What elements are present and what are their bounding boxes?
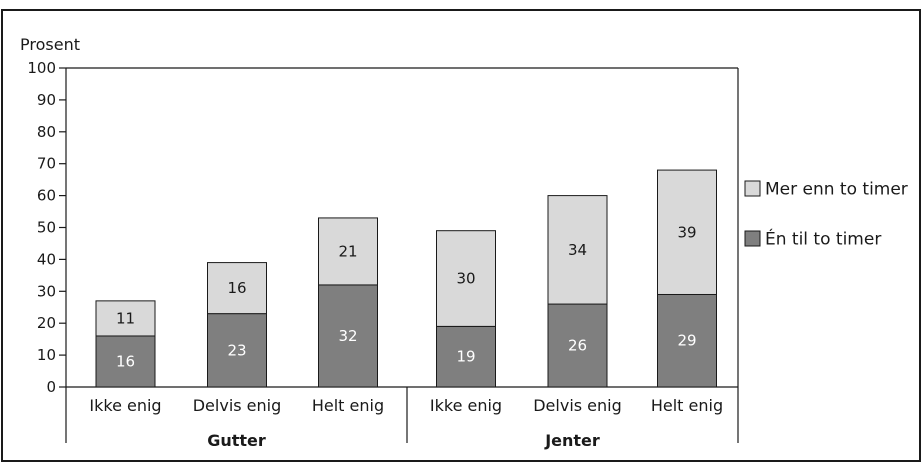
bar-value-label-gutter-helt-enig-en-til-to-timer: 32 [338, 327, 357, 345]
group-label-jenter: Jenter [544, 431, 600, 450]
bar-value-label-jenter-delvis-enig-mer-enn-to-timer: 34 [568, 241, 587, 259]
x-category-label-jenter-ikke-enig: Ikke enig [430, 396, 502, 415]
x-category-label-gutter-helt-enig: Helt enig [312, 396, 384, 415]
bar-segment-jenter-helt-enig-mer-enn-to-timer [657, 169, 717, 295]
bar-segment-jenter-delvis-enig-mer-enn-to-timer [547, 195, 608, 305]
y-tick-label-70: 70 [37, 155, 56, 173]
bar-segment-jenter-helt-enig-en-til-to-timer [657, 293, 717, 388]
y-tick-label-0: 0 [46, 378, 56, 396]
y-tick-label-20: 20 [37, 314, 56, 332]
y-tick-label-80: 80 [37, 123, 56, 141]
group-label-gutter: Gutter [207, 431, 266, 450]
bar-segment-jenter-ikke-enig-en-til-to-timer [436, 325, 496, 388]
bar-value-label-jenter-delvis-enig-en-til-to-timer: 26 [568, 337, 587, 355]
bar-value-label-gutter-ikke-enig-mer-enn-to-timer: 11 [116, 309, 135, 327]
bar-segment-jenter-delvis-enig-en-til-to-timer [547, 303, 608, 388]
bar-value-label-gutter-helt-enig-mer-enn-to-timer: 21 [338, 242, 357, 260]
y-axis-label: Prosent [20, 35, 80, 54]
y-tick-label-90: 90 [37, 91, 56, 109]
bar-value-label-gutter-delvis-enig-mer-enn-to-timer: 16 [227, 279, 246, 297]
bar-segment-gutter-helt-enig-en-til-to-timer [318, 284, 378, 388]
bar-value-label-jenter-ikke-enig-mer-enn-to-timer: 30 [456, 270, 475, 288]
y-tick-label-10: 10 [37, 346, 56, 364]
legend-item-en-til-to-timer: Én til to timer [744, 228, 881, 250]
x-category-label-gutter-delvis-enig: Delvis enig [193, 396, 282, 415]
legend-label-mer-enn-to-timer: Mer enn to timer [765, 180, 908, 200]
y-tick-label-100: 100 [27, 59, 56, 77]
bar-segment-gutter-delvis-enig-mer-enn-to-timer [207, 262, 267, 315]
legend: Mer enn to timer Én til to timer [744, 180, 908, 250]
plot-area: 0 10 20 30 40 50 60 70 80 90 100 16 11 Ikke enig 23 16 D… [27, 59, 739, 450]
y-tick-label-60: 60 [37, 187, 56, 205]
legend-swatch-mer-enn-to-timer [744, 180, 761, 197]
bar-value-label-gutter-delvis-enig-en-til-to-timer: 23 [227, 341, 246, 359]
legend-label-en-til-to-timer: Én til to timer [765, 228, 881, 250]
y-tick-label-50: 50 [37, 219, 56, 237]
figure-frame [1, 9, 921, 462]
bar-segment-jenter-ikke-enig-mer-enn-to-timer [436, 230, 496, 327]
bar-segment-gutter-ikke-enig-en-til-to-timer [95, 335, 156, 388]
x-category-label-gutter-ikke-enig: Ikke enig [89, 396, 161, 415]
bar-value-label-jenter-helt-enig-en-til-to-timer: 29 [677, 332, 696, 350]
bar-value-label-jenter-ikke-enig-en-til-to-timer: 19 [456, 348, 475, 366]
bar-segment-gutter-helt-enig-mer-enn-to-timer [318, 217, 378, 286]
bar-value-label-gutter-ikke-enig-en-til-to-timer: 16 [116, 352, 135, 370]
y-tick-label-40: 40 [37, 250, 56, 268]
bar-segment-gutter-ikke-enig-mer-enn-to-timer [95, 300, 156, 337]
legend-item-mer-enn-to-timer: Mer enn to timer [744, 180, 908, 200]
bar-segment-gutter-delvis-enig-en-til-to-timer [207, 313, 267, 388]
legend-swatch-en-til-to-timer [744, 230, 761, 247]
x-category-label-jenter-delvis-enig: Delvis enig [533, 396, 622, 415]
bar-value-label-jenter-helt-enig-mer-enn-to-timer: 39 [677, 223, 696, 241]
x-category-label-jenter-helt-enig: Helt enig [651, 396, 723, 415]
y-tick-label-30: 30 [37, 282, 56, 300]
